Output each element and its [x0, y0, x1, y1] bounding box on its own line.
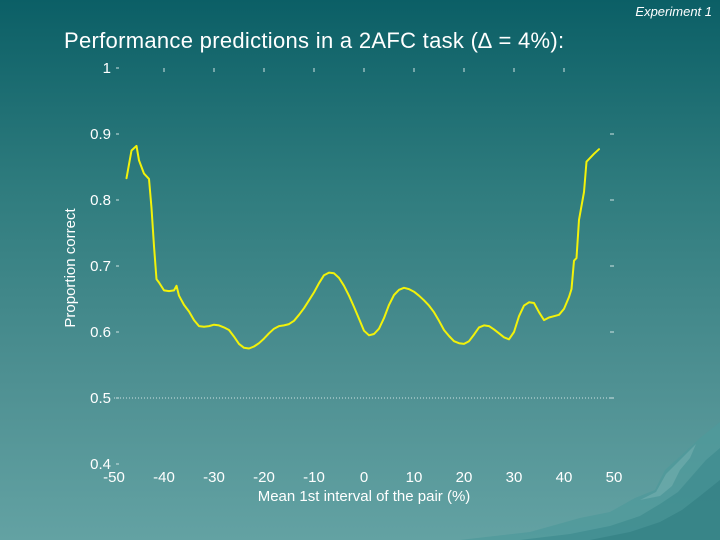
y-tick-label: 0.4 [90, 456, 111, 473]
y-tick-label: 1 [103, 60, 111, 77]
y-tick-label: 0.5 [90, 390, 111, 407]
x-tick-label: 10 [406, 469, 423, 486]
x-tick-label: 40 [556, 469, 573, 486]
ocean-wave-decoration [460, 422, 720, 540]
x-tick-label: -50 [103, 469, 125, 486]
y-axis-label: Proportion correct [62, 208, 79, 328]
y-tick-label: 0.9 [90, 126, 111, 143]
y-tick-label: 0.6 [90, 324, 111, 341]
x-tick-label: 50 [606, 469, 623, 486]
x-tick-label: -20 [253, 469, 275, 486]
x-tick-label: -30 [203, 469, 225, 486]
slide-title: Performance predictions in a 2AFC task (… [64, 28, 565, 53]
corner-label: Experiment 1 [635, 4, 712, 19]
x-tick-label: -40 [153, 469, 175, 486]
x-tick-label: 20 [456, 469, 473, 486]
series-line [125, 144, 600, 350]
y-tick-label: 0.8 [90, 192, 111, 209]
x-tick-label: -10 [303, 469, 325, 486]
x-tick-label: 0 [360, 469, 368, 486]
y-tick-label: 0.7 [90, 258, 111, 275]
x-tick-label: 30 [506, 469, 523, 486]
x-axis-label: Mean 1st interval of the pair (%) [258, 488, 471, 505]
